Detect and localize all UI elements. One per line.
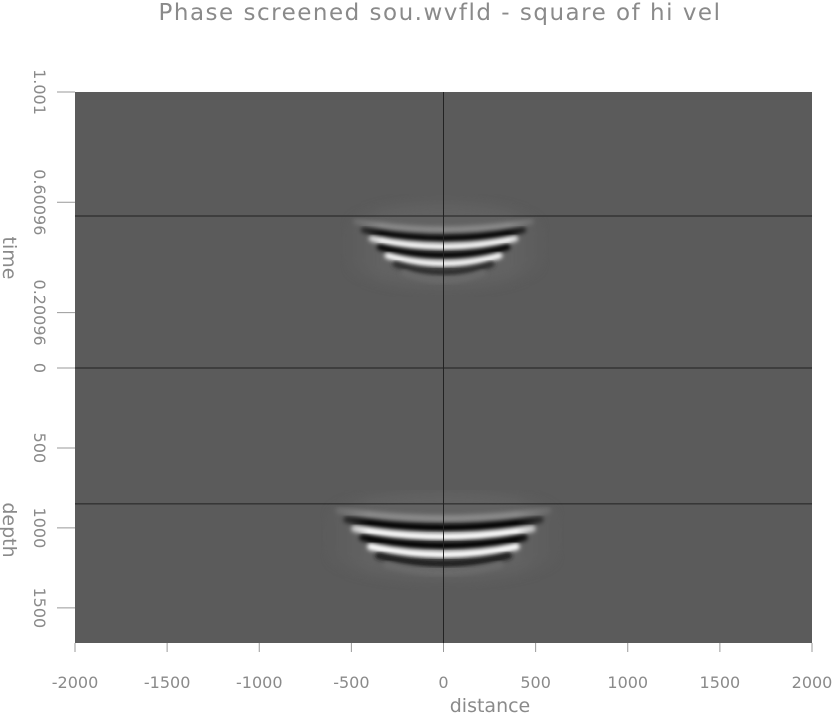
x-tick-label: 1500 (700, 673, 741, 692)
y-axis-label-depth: depth (0, 502, 20, 557)
y-tick-label: 0.20096 (30, 280, 49, 346)
x-tick-label: 500 (520, 673, 551, 692)
x-tick-label: 0 (438, 673, 448, 692)
y-tick-label: 1500 (30, 587, 49, 628)
chart-title: Phase screened sou.wvfld - square of hi … (159, 0, 722, 26)
y-tick-label: 500 (30, 433, 49, 464)
x-tick-label: -1500 (144, 673, 191, 692)
x-tick-label: -500 (333, 673, 369, 692)
y-tick-label: 0 (30, 363, 49, 373)
y-tick-label: 1.001 (30, 69, 49, 115)
x-tick-label: 1000 (607, 673, 648, 692)
y-tick-label: 0.60096 (30, 169, 49, 235)
y-tick-label: 1000 (30, 508, 49, 549)
x-tick-label: -1000 (236, 673, 283, 692)
y-axis-label-time: time (0, 237, 20, 280)
x-axis-label: distance (450, 695, 531, 714)
x-tick-label: -2000 (52, 673, 99, 692)
x-tick-label: 2000 (792, 673, 832, 692)
